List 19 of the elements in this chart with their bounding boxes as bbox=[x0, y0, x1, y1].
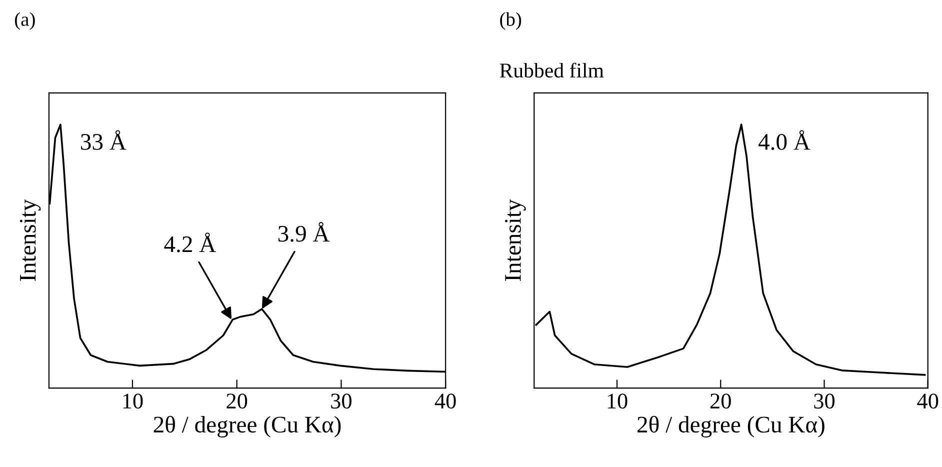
x-tick-label: 30 bbox=[814, 394, 835, 409]
x-tick-label: 10 bbox=[123, 394, 143, 409]
x-axis-title: 2θ / degree (Cu Kα) bbox=[638, 416, 824, 438]
annotation: 4.2 Å bbox=[164, 232, 216, 252]
x-tick-label: 20 bbox=[226, 394, 248, 409]
x-axis-title: 2θ / degree (Cu Kα) bbox=[154, 416, 341, 438]
x-tick-label: 20 bbox=[710, 394, 731, 409]
chart-title: (b) bbox=[500, 12, 522, 30]
x-tick-label: 40 bbox=[917, 394, 938, 409]
annotation: 33 Å bbox=[81, 130, 126, 150]
chart-title: (a) bbox=[14, 12, 35, 30]
annotation: 4.0 Å bbox=[758, 130, 810, 150]
x-tick-label: 10 bbox=[608, 394, 628, 409]
y-axis-title: Intensity bbox=[505, 199, 526, 281]
annotation: 3.9 Å bbox=[278, 222, 330, 242]
y-axis-title: Intensity bbox=[20, 199, 41, 281]
chart-subtitle: Rubbed film bbox=[500, 62, 604, 78]
x-tick-label: 40 bbox=[434, 394, 456, 409]
x-tick-label: 30 bbox=[331, 394, 352, 409]
